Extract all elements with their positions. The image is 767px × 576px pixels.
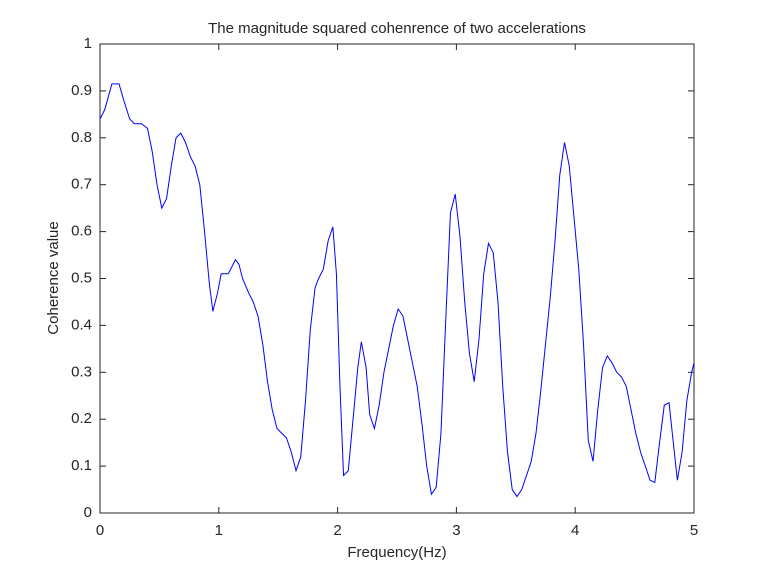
y-tick-label: 0.7: [71, 176, 92, 193]
x-tick-label: 1: [215, 522, 223, 539]
y-tick-label: 0.1: [71, 457, 92, 474]
x-tick-label: 0: [96, 522, 104, 539]
x-tick-label: 4: [571, 522, 579, 539]
x-axis-label: Frequency(Hz): [347, 544, 446, 561]
y-tick-label: 1: [84, 35, 92, 52]
y-tick-label: 0.2: [71, 410, 92, 427]
y-tick-label: 0.4: [71, 316, 92, 333]
data-line: [99, 83, 695, 498]
x-tick-label: 5: [690, 522, 698, 539]
y-axis-label: Coherence value: [45, 221, 62, 334]
y-tick-label: 0.9: [71, 82, 92, 99]
y-tick-label: 0.3: [71, 363, 92, 380]
chart-title: The magnitude squared cohenrence of two …: [208, 20, 586, 37]
y-tick-label: 0: [84, 504, 92, 521]
x-tick-label: 2: [333, 522, 341, 539]
y-tick-label: 0.6: [71, 223, 92, 240]
x-tick-label: 3: [452, 522, 460, 539]
y-tick-label: 0.5: [71, 269, 92, 286]
y-tick-label: 0.8: [71, 129, 92, 146]
